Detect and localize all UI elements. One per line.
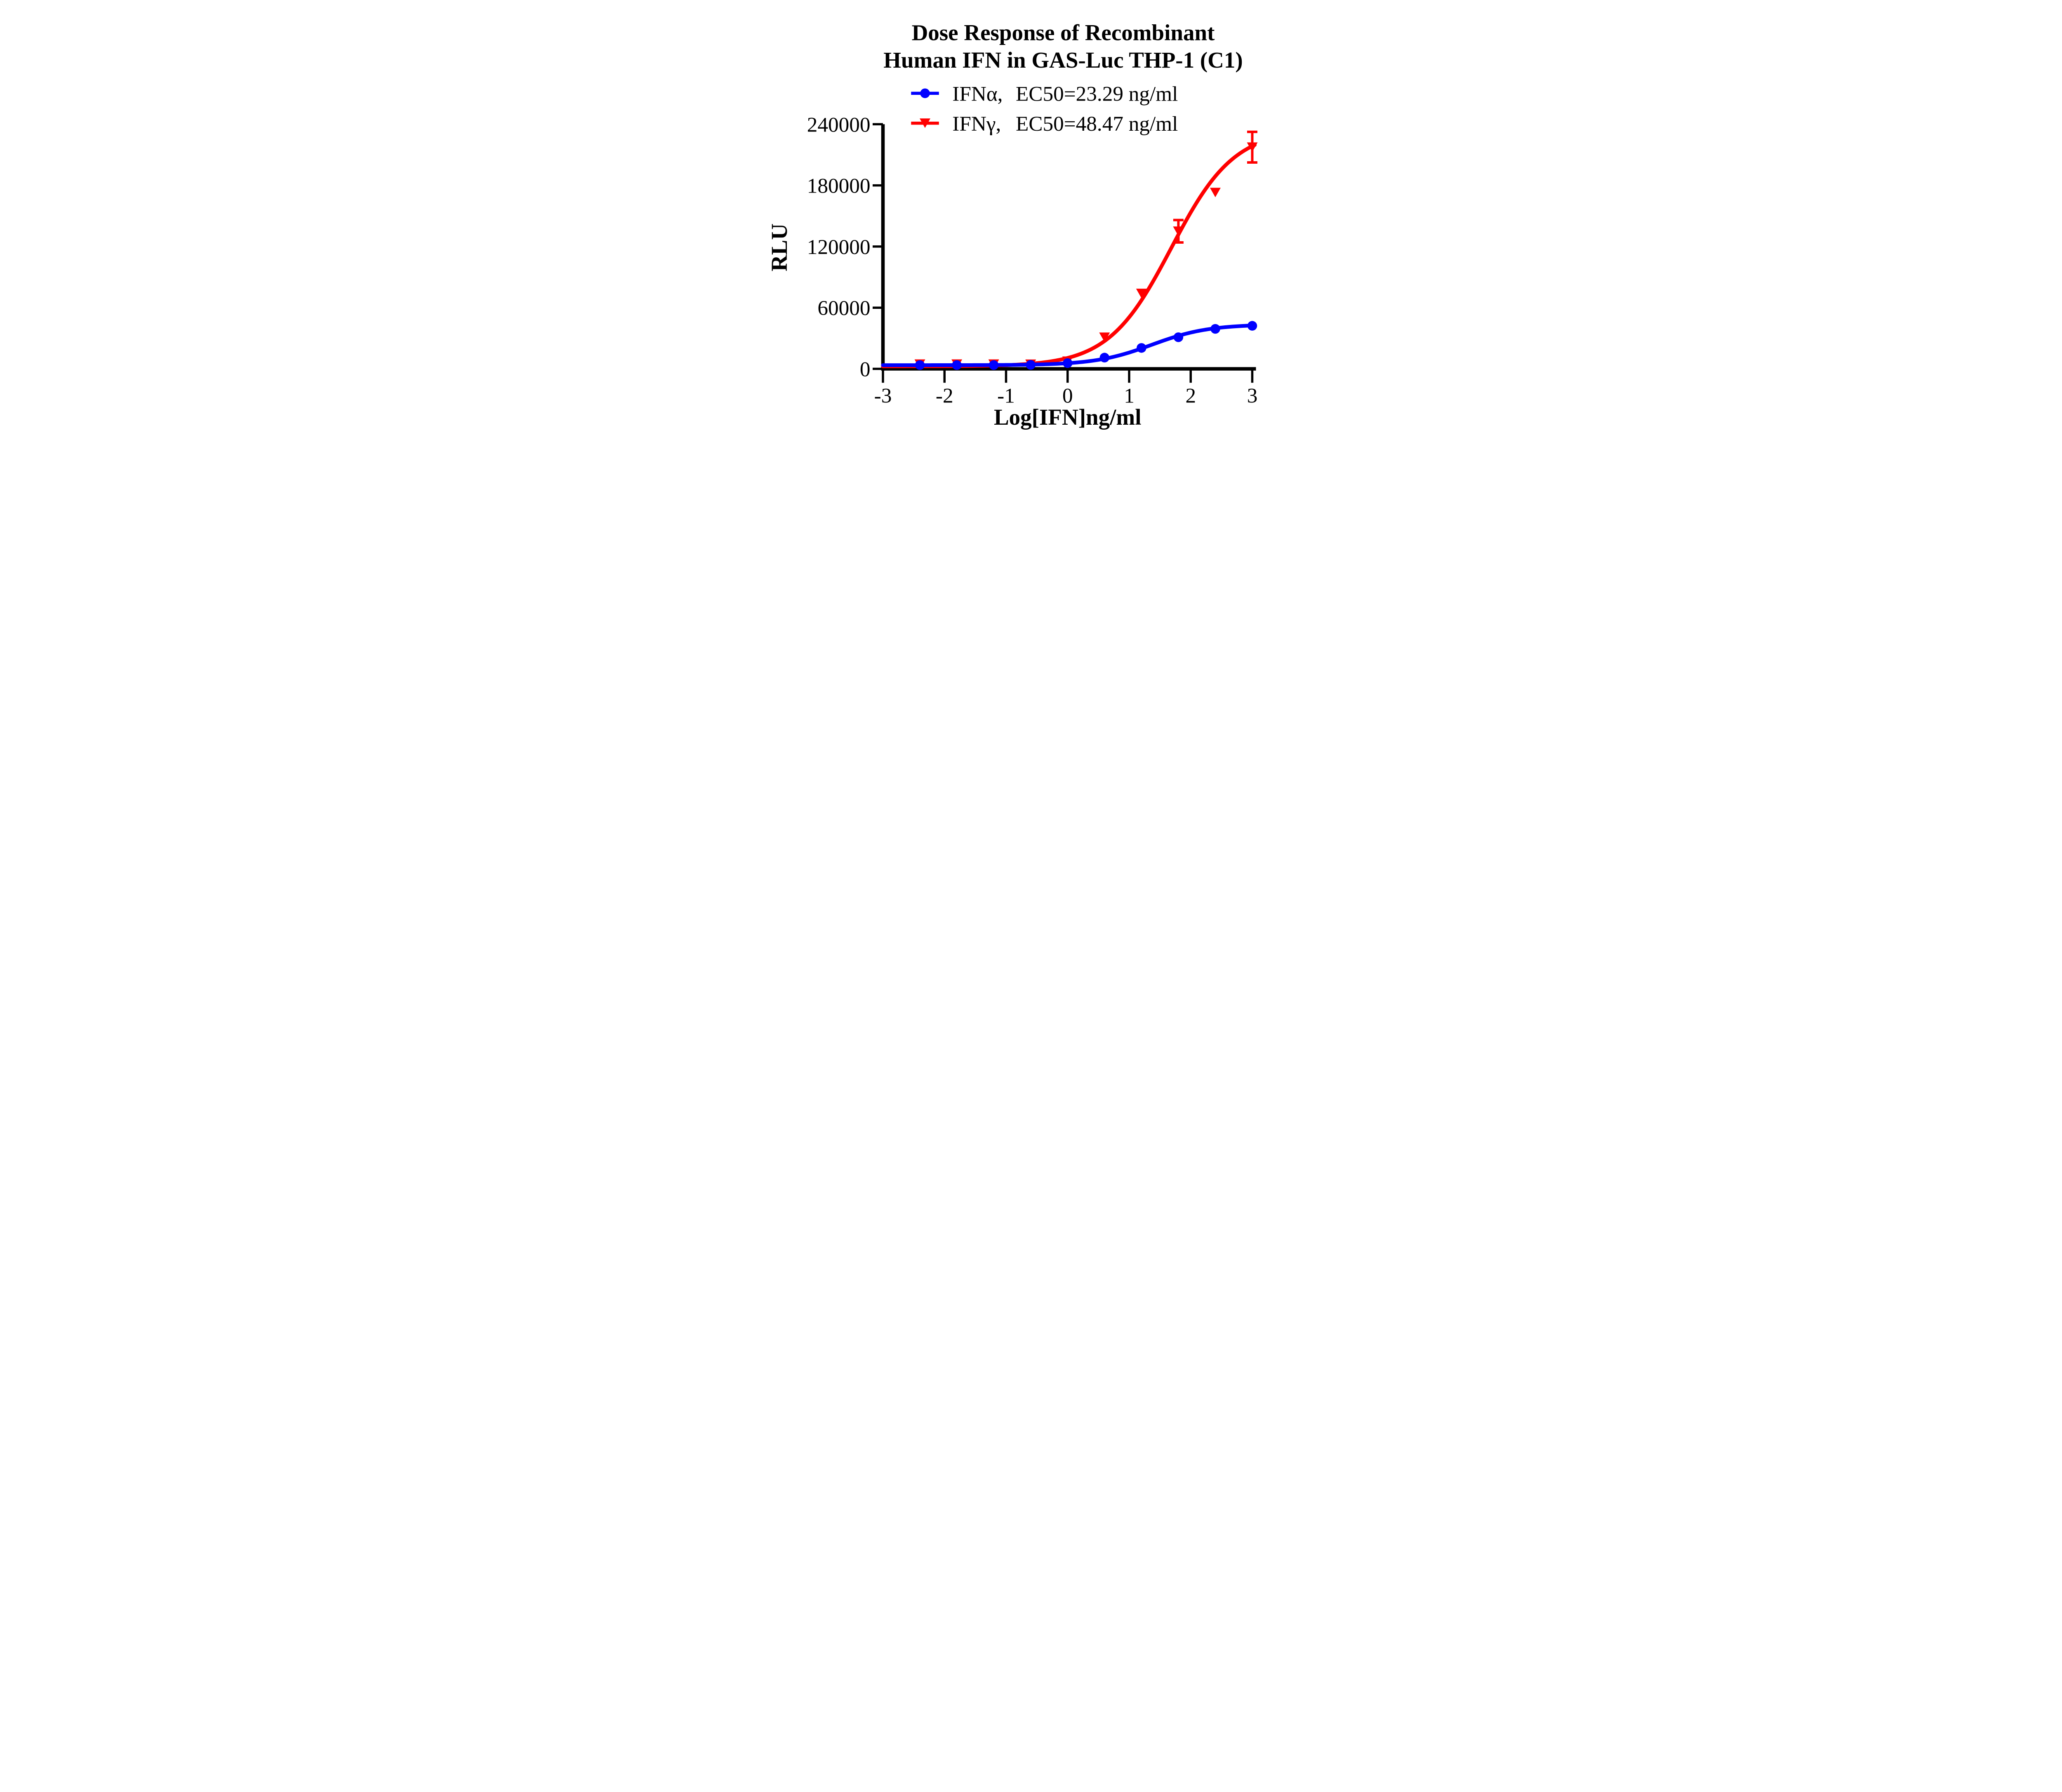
legend-marker-circle-icon: [920, 88, 930, 98]
x-tick-label: 3: [1247, 384, 1257, 407]
legend-ec50-ifn-gamma: EC50=48.47 ng/ml: [1016, 112, 1178, 136]
y-tick-label: 120000: [807, 235, 870, 259]
data-point-circle: [989, 360, 998, 370]
x-tick-label: -2: [935, 384, 953, 407]
chart-title-line2: Human IFN in GAS-Luc THP-1 (C1): [883, 47, 1243, 73]
data-point-circle: [951, 360, 962, 370]
data-point-circle: [1173, 332, 1183, 342]
dose-response-chart: Dose Response of Recombinant Human IFN i…: [756, 0, 1306, 448]
legend-item-ifn-alpha: IFNα, EC50=23.29 ng/ml: [911, 82, 1178, 106]
data-point-triangle-down: [1210, 188, 1221, 198]
data-point-triangle-down: [1099, 332, 1110, 342]
data-point-triangle-down: [1247, 142, 1257, 152]
legend-label-ifn-gamma: IFNγ,: [952, 112, 1001, 136]
y-tick-label: 0: [859, 358, 870, 381]
legend-ec50-ifn-alpha: EC50=23.29 ng/ml: [1016, 82, 1178, 106]
plot-area: -3 -2 -1 0 1 2 3 0 60000 120000 180000 240000: [807, 113, 1257, 407]
data-point-circle: [1062, 358, 1072, 368]
data-point-triangle-down: [1136, 289, 1147, 299]
x-tick-label: 0: [1062, 384, 1073, 407]
data-point-circle: [1210, 324, 1220, 334]
legend-label-ifn-alpha: IFNα,: [952, 82, 1003, 106]
data-point-circle: [1025, 360, 1036, 370]
legend-marker-triangle-down-icon: [919, 118, 930, 128]
x-tick-label: -1: [997, 384, 1015, 407]
data-point-circle: [1247, 321, 1257, 331]
y-tick-label: 180000: [807, 174, 870, 198]
y-axis-title: RLU: [767, 223, 792, 271]
x-tick-label: 2: [1185, 384, 1196, 407]
data-point-triangle-down: [1172, 226, 1184, 236]
data-point-circle: [1099, 353, 1109, 363]
y-tick-label: 240000: [807, 113, 870, 136]
legend-item-ifn-gamma: IFNγ, EC50=48.47 ng/ml: [911, 112, 1178, 136]
legend: IFNα, EC50=23.29 ng/ml IFNγ, EC50=48.47 …: [911, 82, 1178, 136]
chart-title-line1: Dose Response of Recombinant: [911, 20, 1215, 45]
y-tick-label: 60000: [817, 296, 870, 320]
data-point-circle: [915, 360, 925, 370]
x-tick-label: 1: [1124, 384, 1135, 407]
x-axis-title: Log[IFN]ng/ml: [994, 404, 1142, 430]
x-tick-label: -3: [874, 384, 892, 407]
chart-background: [756, 0, 1306, 448]
data-point-circle: [1136, 343, 1146, 353]
figure-container: Dose Response of Recombinant Human IFN i…: [756, 0, 1306, 448]
